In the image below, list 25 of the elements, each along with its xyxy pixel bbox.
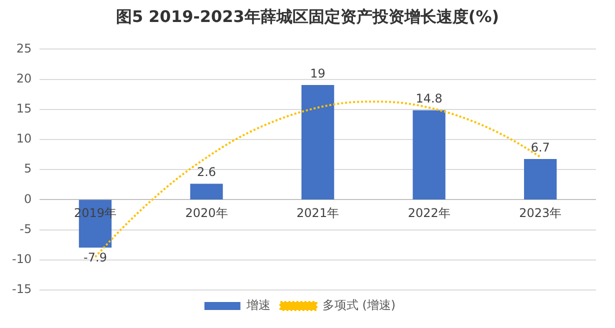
x-tick-label: 2023年: [519, 206, 562, 220]
y-tick-label: -15: [12, 282, 32, 296]
x-tick-label: 2020年: [185, 206, 228, 220]
data-label: 2.6: [196, 165, 216, 180]
data-label: -7.9: [84, 250, 107, 264]
chart-title: 图5 2019-2023年薛城区固定资产投资增长速度(%): [114, 6, 500, 28]
y-tick-label: -10: [12, 252, 32, 266]
y-tick-label: 25: [16, 41, 32, 56]
y-tick-label: 0: [24, 192, 32, 206]
bar: [412, 110, 446, 200]
data-label: 14.8: [416, 92, 442, 106]
bar: [190, 184, 223, 200]
legend-label: 多项式 (增速): [322, 298, 396, 312]
x-tick-label: 2022年: [408, 206, 450, 220]
y-tick-label: 15: [16, 102, 32, 116]
bar: [524, 159, 557, 200]
bar: [301, 84, 334, 200]
y-tick-label: 10: [16, 132, 32, 146]
data-label: 19: [310, 66, 326, 80]
x-tick-label: 2021年: [296, 206, 340, 220]
legend-label: 增速: [245, 298, 270, 312]
y-tick-label: -5: [20, 222, 32, 236]
data-label: 6.7: [530, 140, 550, 154]
y-tick-label: 20: [16, 71, 32, 86]
y-tick-label: 5: [24, 162, 32, 176]
